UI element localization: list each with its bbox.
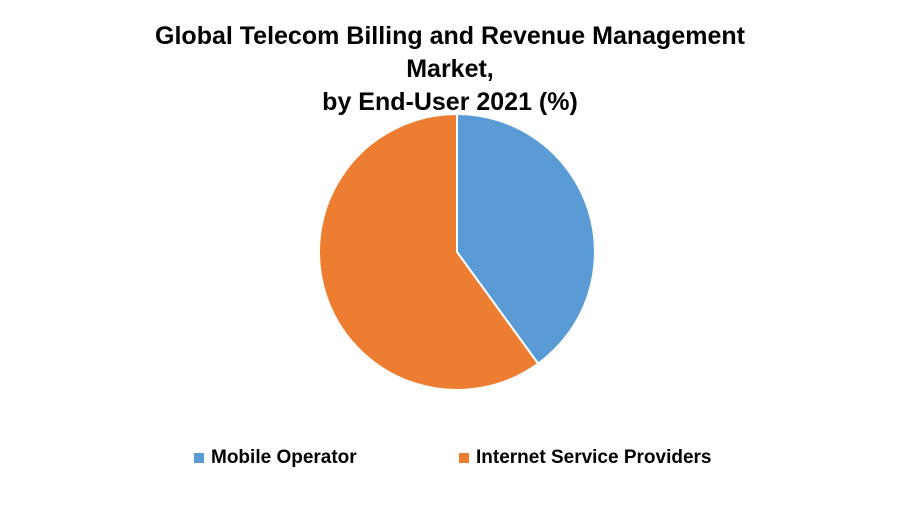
chart-title-line-1: Global Telecom Billing and Revenue Manag… — [155, 22, 745, 50]
legend-swatch-internet-service-providers — [459, 453, 469, 463]
legend-label-mobile-operator: Mobile Operator — [211, 447, 357, 468]
legend-swatch-mobile-operator — [194, 453, 204, 463]
legend-label-internet-service-providers: Internet Service Providers — [476, 447, 712, 468]
pie-slice-mobile-operator — [456, 113, 596, 365]
pie-slice-internet-service-providers — [318, 113, 540, 391]
chart-title: Global Telecom Billing and Revenue Manag… — [0, 20, 900, 119]
legend: Mobile Operator Internet Service Provide… — [0, 447, 900, 475]
legend-item-internet-service-providers: Internet Service Providers — [459, 447, 712, 469]
chart-title-line-3: by End-User 2021 (%) — [322, 88, 578, 116]
legend-item-mobile-operator: Mobile Operator — [194, 447, 357, 469]
chart-title-line-2: Market, — [406, 55, 494, 83]
